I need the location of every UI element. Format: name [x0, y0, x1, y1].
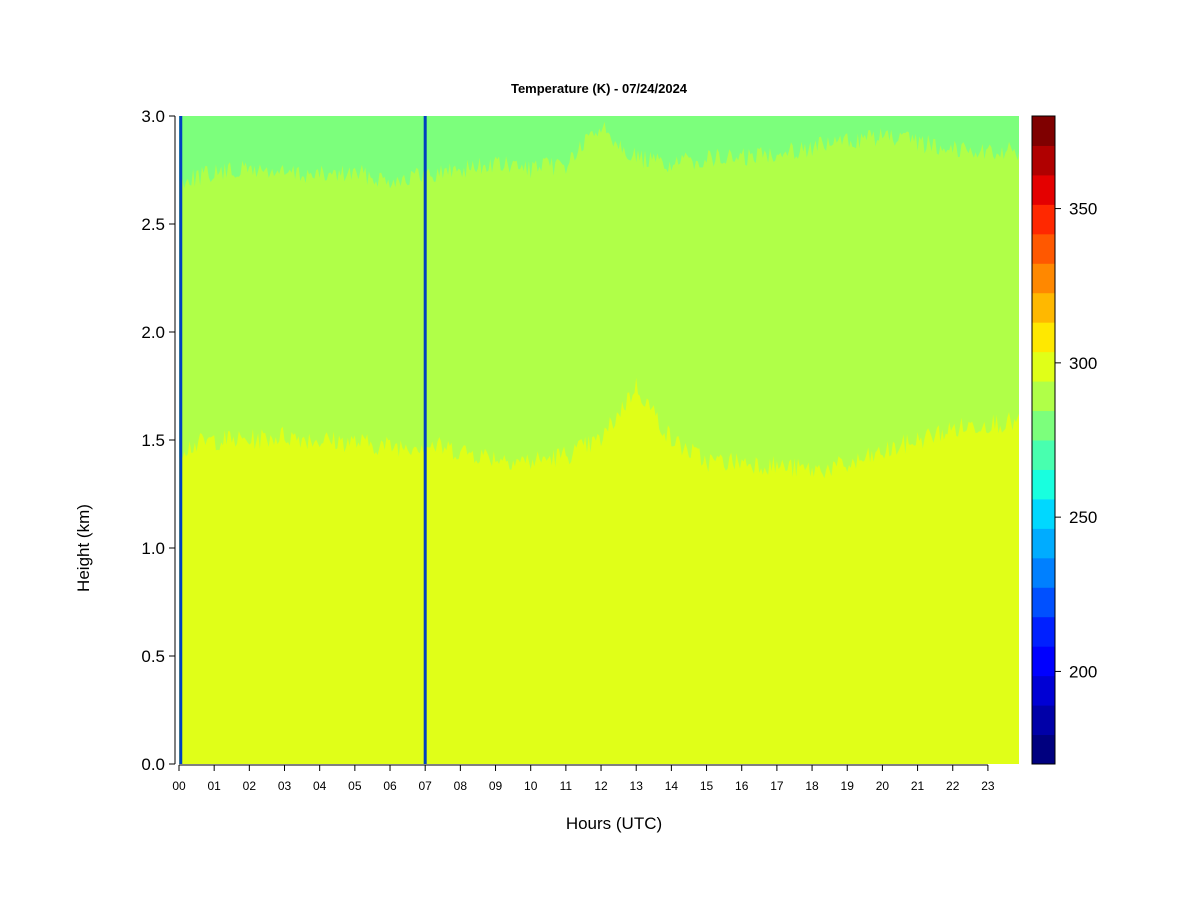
colorbar-swatch: [1032, 440, 1055, 470]
x-tick-label: 14: [665, 779, 679, 793]
colorbar-tick-label: 200: [1069, 662, 1097, 681]
x-tick-label: 17: [770, 779, 784, 793]
colorbar: 200 250 300 350: [1031, 115, 1097, 765]
colorbar-swatch: [1032, 410, 1055, 441]
x-axis-label: Hours (UTC): [566, 814, 662, 833]
colorbar-swatch: [1032, 528, 1055, 559]
missing-data-column-0: [179, 116, 183, 764]
heatmap-plot-area: [179, 116, 1019, 764]
y-tick-label: 3.0: [141, 107, 165, 126]
colorbar-swatch: [1032, 675, 1055, 706]
x-tick-label: 10: [524, 779, 538, 793]
x-tick-label: 07: [419, 779, 433, 793]
y-tick-label: 0.5: [141, 647, 165, 666]
colorbar-swatch: [1032, 351, 1055, 382]
colorbar-swatch: [1032, 204, 1055, 235]
x-tick-label: 02: [243, 779, 257, 793]
x-tick-label: 11: [560, 779, 573, 793]
colorbar-swatch: [1032, 469, 1055, 500]
colorbar-swatch: [1032, 734, 1055, 765]
x-tick-label: 00: [172, 779, 186, 793]
y-tick-label: 1.0: [141, 539, 165, 558]
x-tick-label: 13: [630, 779, 644, 793]
x-tick-label: 03: [278, 779, 292, 793]
y-tick-label: 0.0: [141, 755, 165, 774]
heatmap-band-top: [179, 116, 1019, 189]
x-tick-label: 23: [981, 779, 995, 793]
colorbar-tick-label: 300: [1069, 354, 1097, 373]
colorbar-tick-label: 250: [1069, 508, 1097, 527]
colorbar-swatch: [1032, 557, 1055, 588]
colorbar-swatch: [1032, 145, 1055, 176]
y-axis-label: Height (km): [74, 504, 93, 592]
y-tick-label: 1.5: [141, 431, 165, 450]
x-axis: 00 01 02 03 04 05 06 07 08 09 10 11 12 13 14 15 16 17 18 19…: [172, 764, 995, 793]
heatmap-band-low: [179, 377, 1019, 764]
x-tick-label: 06: [383, 779, 397, 793]
x-tick-label: 16: [735, 779, 749, 793]
colorbar-swatch: [1032, 381, 1055, 412]
x-tick-label: 15: [700, 779, 714, 793]
colorbar-swatch: [1032, 587, 1055, 618]
chart-title: Temperature (K) - 07/24/2024: [511, 81, 688, 96]
missing-data-column-1: [423, 116, 427, 764]
y-tick-label: 2.5: [141, 215, 165, 234]
colorbar-swatch: [1032, 705, 1055, 736]
y-axis: 0.0 0.5 1.0 1.5 2.0 2.5 3.0: [141, 107, 176, 774]
colorbar-frame: [1031, 115, 1056, 765]
colorbar-tick-label: 350: [1069, 200, 1097, 219]
colorbar-swatch: [1032, 116, 1055, 146]
x-tick-label: 21: [911, 779, 925, 793]
colorbar-swatch: [1032, 616, 1055, 647]
colorbar-swatch: [1032, 174, 1055, 205]
x-tick-label: 08: [454, 779, 468, 793]
x-tick-label: 20: [876, 779, 890, 793]
x-tick-label: 01: [207, 779, 221, 793]
x-tick-label: 04: [313, 779, 327, 793]
x-tick-label: 09: [489, 779, 503, 793]
colorbar-swatch: [1032, 292, 1055, 323]
colorbar-swatch: [1032, 646, 1055, 677]
colorbar-swatch: [1032, 263, 1055, 294]
x-tick-label: 22: [946, 779, 960, 793]
x-tick-label: 18: [805, 779, 819, 793]
x-tick-label: 19: [841, 779, 855, 793]
colorbar-swatch: [1032, 322, 1055, 353]
x-tick-label: 05: [348, 779, 362, 793]
x-tick-label: 12: [594, 779, 608, 793]
colorbar-swatch: [1032, 233, 1055, 264]
colorbar-swatch: [1032, 498, 1055, 529]
y-tick-label: 2.0: [141, 323, 165, 342]
